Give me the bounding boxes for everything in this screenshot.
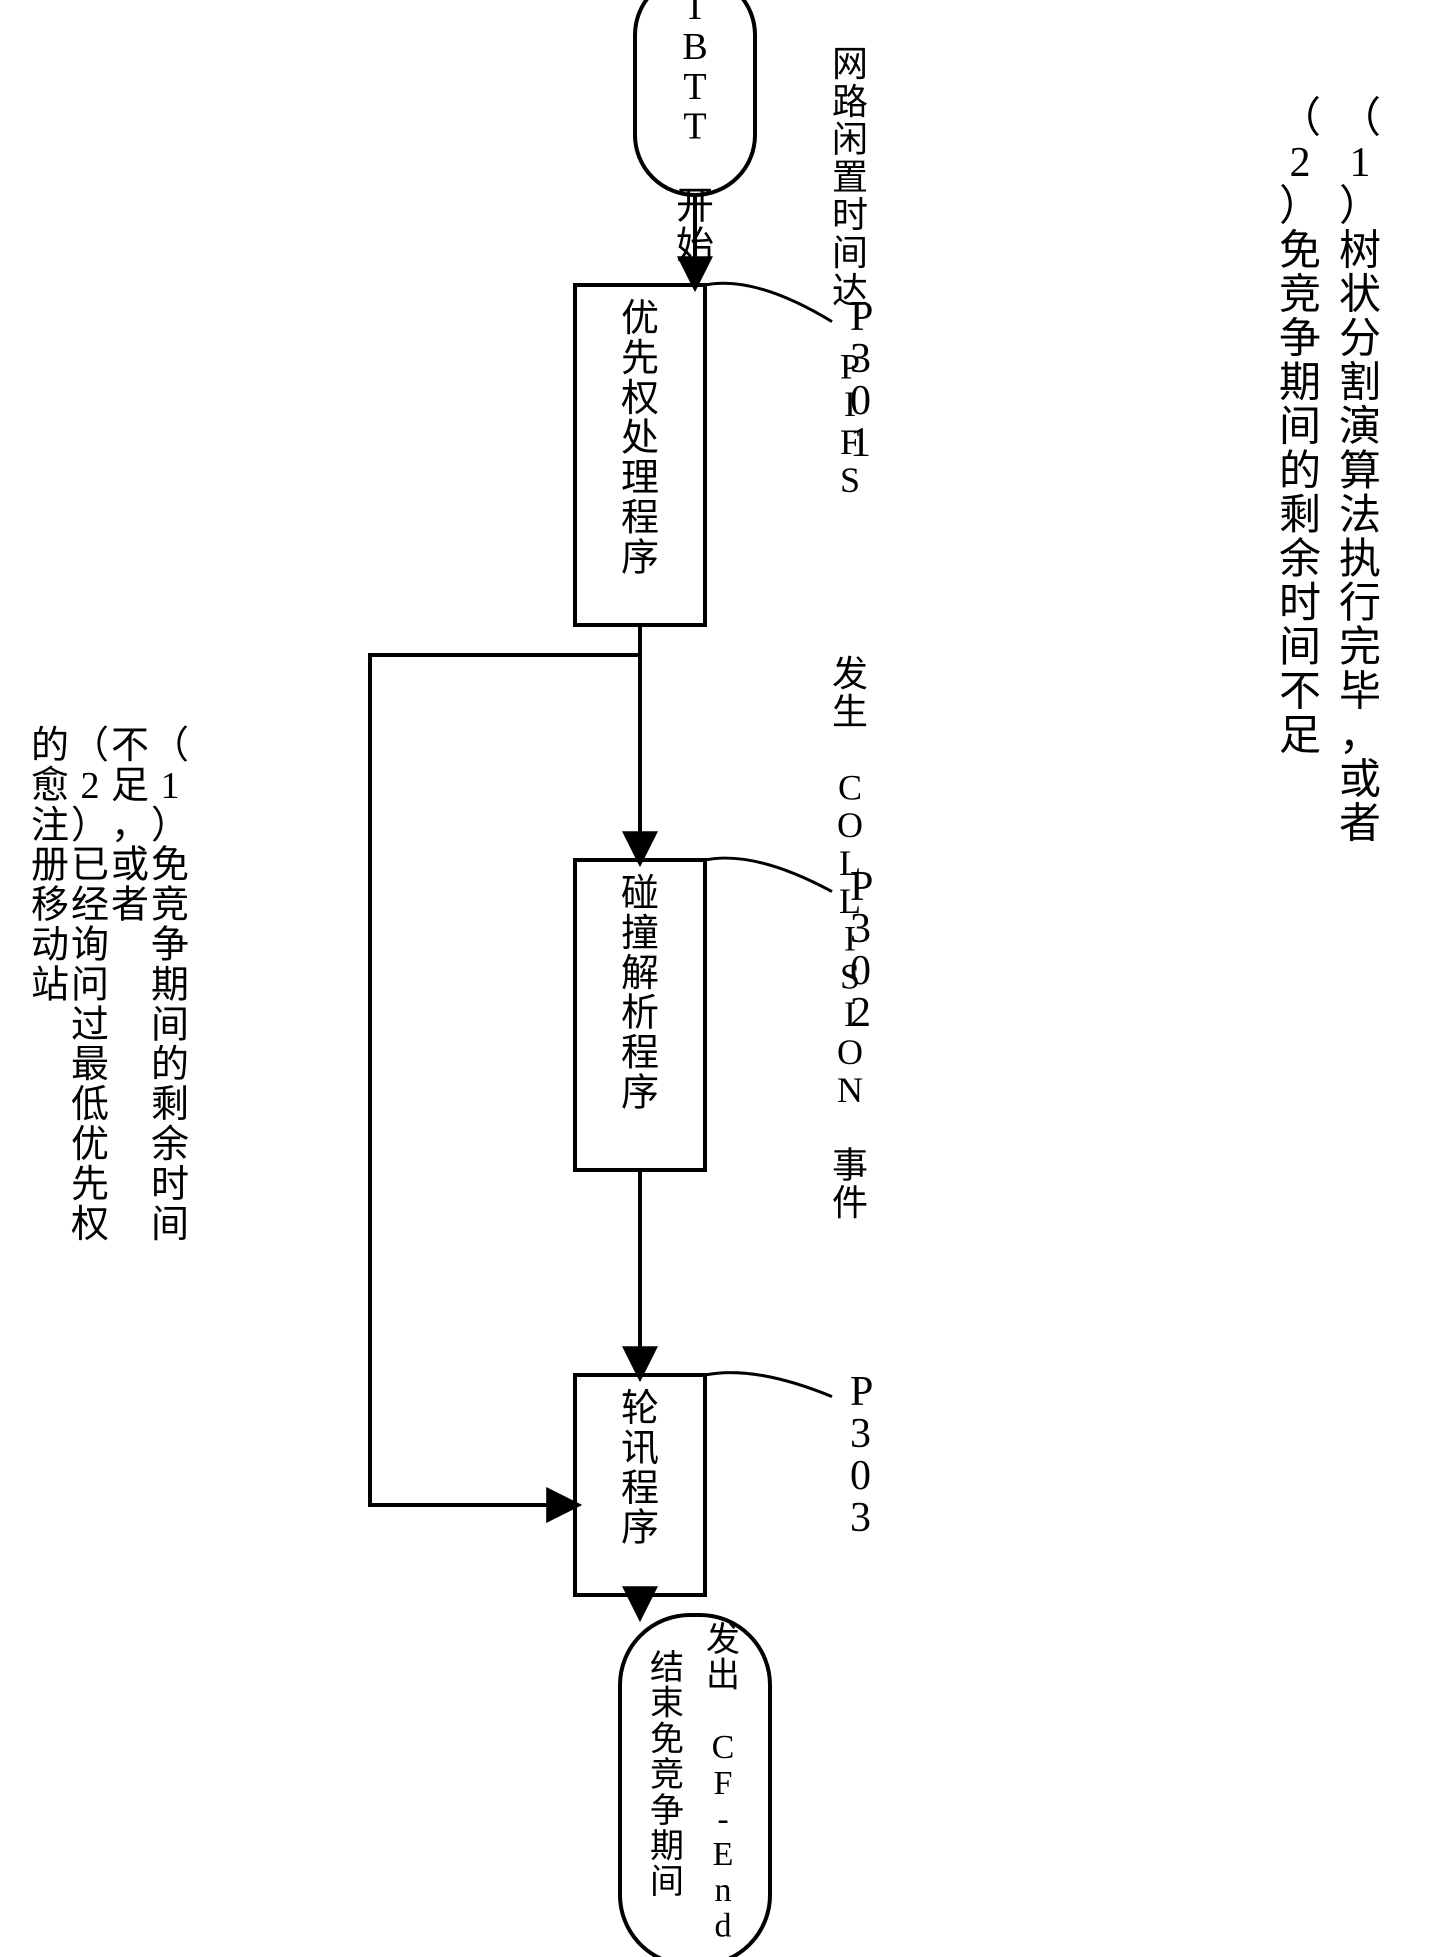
edge-label-bypass2: 不足，或者 bbox=[111, 725, 149, 927]
process-p303-label: 轮讯程序 bbox=[621, 1388, 659, 1550]
process-p301-label: 优先权处理程序 bbox=[621, 298, 659, 579]
process-p303-tag: P303 bbox=[850, 1369, 873, 1541]
edge-label-bypass4: 的愈注册移动站 bbox=[31, 725, 69, 1006]
terminal-end-line2: 结束免竞争期间 bbox=[650, 1649, 684, 1901]
edge-label-e3b: （2）免竞争期间的剩余时间不足 bbox=[1279, 96, 1321, 759]
edge-label-e3a: （1）树状分割演算法执行完毕，或者 bbox=[1339, 96, 1381, 848]
process-p302-label: 碰撞解析程序 bbox=[621, 873, 659, 1115]
